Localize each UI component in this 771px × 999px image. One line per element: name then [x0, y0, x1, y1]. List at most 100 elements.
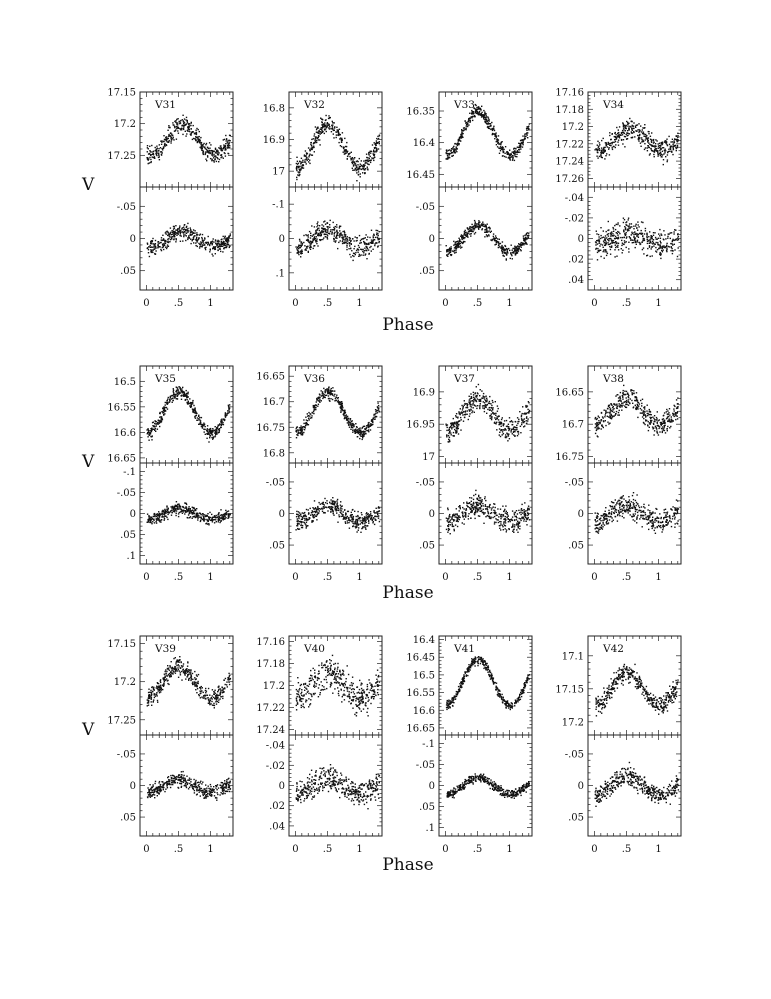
data-point — [223, 247, 225, 249]
data-point — [202, 146, 204, 148]
data-point — [447, 248, 450, 251]
data-point — [223, 242, 225, 244]
data-point — [170, 510, 172, 512]
data-point — [605, 243, 607, 245]
data-point — [503, 250, 505, 252]
data-point — [320, 132, 322, 134]
data-point — [163, 519, 165, 521]
data-point — [162, 407, 164, 410]
data-point — [510, 156, 513, 158]
data-point — [518, 145, 521, 147]
data-point — [513, 150, 516, 152]
data-point — [466, 231, 468, 234]
data-point — [339, 240, 341, 242]
data-point — [478, 226, 480, 228]
data-point — [602, 246, 604, 248]
data-point — [155, 520, 157, 523]
data-point — [493, 239, 496, 241]
data-point — [355, 166, 358, 169]
data-point — [677, 233, 679, 235]
data-point — [322, 238, 324, 241]
data-point — [478, 114, 480, 116]
data-point — [154, 243, 157, 245]
data-point — [377, 233, 379, 235]
data-point — [328, 115, 330, 117]
data-point — [315, 131, 318, 133]
data-point — [609, 237, 611, 240]
y-tick-label: 0 — [578, 234, 584, 245]
data-point — [161, 512, 163, 514]
data-point — [220, 250, 222, 253]
data-point — [633, 130, 635, 133]
data-point — [170, 395, 172, 397]
data-point — [652, 138, 655, 141]
data-point — [193, 412, 196, 414]
data-point — [162, 513, 164, 516]
data-point — [474, 221, 476, 223]
data-point — [174, 509, 177, 511]
data-point — [446, 249, 448, 251]
data-point — [215, 151, 217, 153]
data-point — [321, 121, 323, 124]
data-point — [353, 169, 355, 171]
data-point — [183, 395, 185, 397]
data-point — [155, 425, 157, 427]
data-point — [309, 243, 311, 245]
data-point — [326, 236, 328, 239]
data-point — [175, 225, 177, 227]
data-point — [497, 141, 499, 144]
data-point — [453, 148, 456, 150]
data-point — [227, 140, 229, 142]
data-point — [220, 517, 222, 519]
panel-frame — [139, 365, 234, 464]
data-point — [182, 240, 184, 242]
data-point — [158, 150, 160, 152]
data-point — [318, 225, 321, 227]
x-tick-label: .5 — [174, 298, 184, 309]
data-point — [648, 142, 650, 144]
data-point — [658, 152, 661, 155]
data-point — [644, 230, 647, 232]
data-point — [506, 248, 509, 251]
data-point — [313, 237, 316, 240]
data-point — [202, 244, 204, 246]
data-point — [353, 425, 355, 428]
data-point — [631, 136, 634, 138]
data-point — [615, 232, 617, 234]
data-point — [486, 122, 488, 125]
data-point — [602, 230, 604, 232]
data-point — [218, 429, 221, 432]
data-point — [331, 120, 333, 123]
data-point — [500, 141, 502, 144]
data-point — [595, 230, 597, 232]
data-point — [170, 138, 172, 140]
data-point — [147, 518, 149, 521]
data-point — [453, 249, 455, 252]
data-point — [213, 246, 216, 248]
data-point — [200, 516, 202, 518]
data-point — [169, 395, 171, 398]
data-point — [153, 428, 155, 430]
data-point — [614, 244, 616, 246]
data-point — [367, 242, 370, 244]
x-tick-label: .5 — [622, 298, 632, 309]
data-point — [353, 248, 355, 250]
data-point — [498, 238, 500, 240]
data-point — [149, 521, 151, 524]
data-point — [195, 136, 197, 138]
data-point — [187, 400, 189, 402]
data-point — [180, 235, 182, 237]
data-point — [307, 234, 309, 236]
data-point — [660, 253, 662, 255]
data-point — [522, 235, 525, 237]
data-point — [203, 244, 206, 246]
data-point — [363, 240, 365, 243]
data-point — [182, 125, 184, 127]
data-point — [210, 431, 212, 433]
data-point — [506, 151, 509, 153]
data-point — [331, 231, 333, 233]
data-point — [321, 124, 323, 126]
data-point — [464, 128, 467, 130]
data-point — [609, 248, 612, 251]
data-point — [605, 251, 608, 253]
